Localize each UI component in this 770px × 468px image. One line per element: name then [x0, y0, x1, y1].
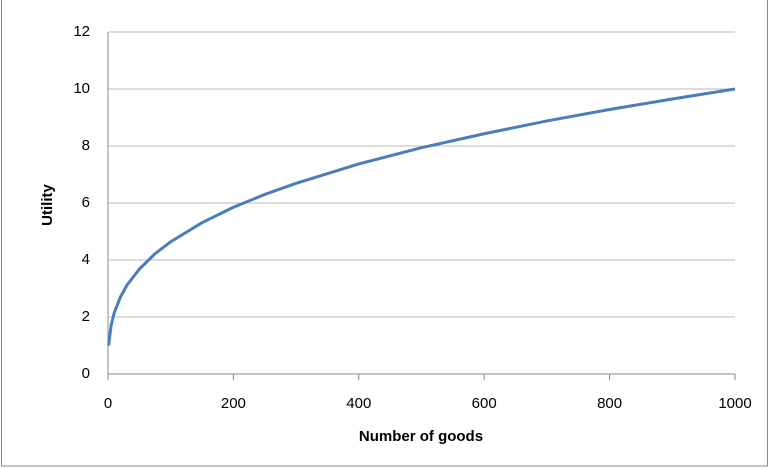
y-tick-label: 2: [82, 308, 90, 325]
x-tick-label: 0: [104, 395, 112, 412]
x-tick-label: 1000: [718, 395, 751, 412]
x-axis-title: Number of goods: [359, 428, 483, 445]
y-axis-title: Utility: [39, 184, 56, 226]
y-tick-label: 8: [82, 137, 90, 154]
y-tick-label: 4: [82, 251, 90, 268]
x-tick-label: 800: [597, 395, 622, 412]
y-tick-label: 6: [82, 194, 90, 211]
line: [107, 87, 736, 346]
y-tick-label: 12: [73, 23, 90, 40]
y-tick-label: 0: [82, 365, 90, 382]
x-tick-label: 400: [346, 395, 371, 412]
x-tick-label: 600: [472, 395, 497, 412]
y-tick-label: 10: [73, 80, 90, 97]
x-tick-label: 200: [221, 395, 246, 412]
